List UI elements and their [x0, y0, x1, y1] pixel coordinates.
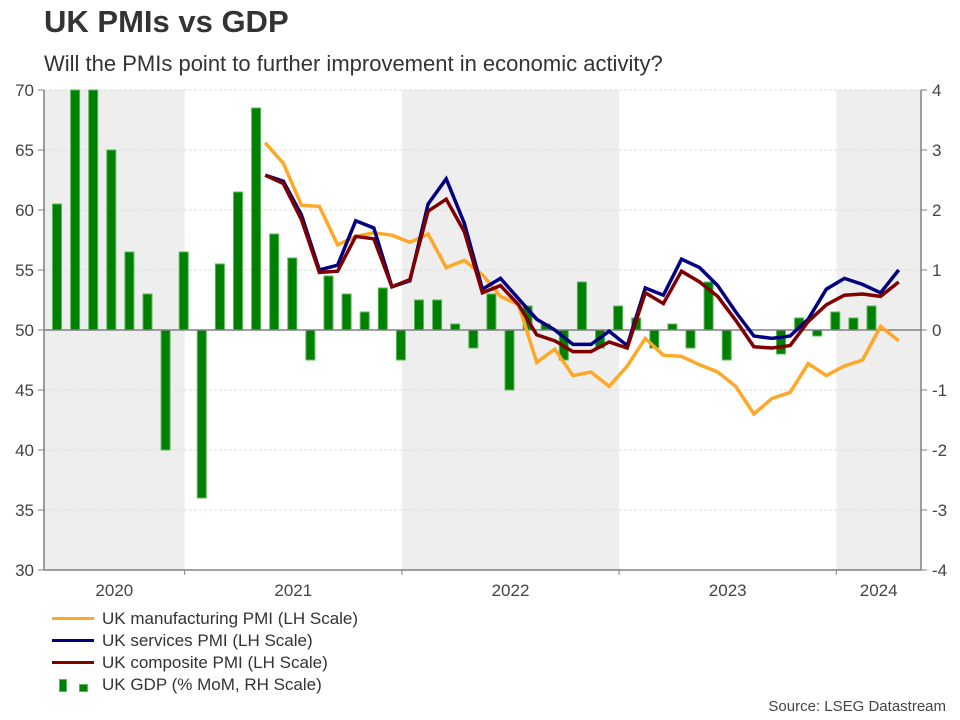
right-tick-label: 1 — [932, 261, 941, 280]
gdp-bar — [504, 329, 515, 391]
right-tick-label: -2 — [932, 441, 947, 460]
gdp-bar — [52, 203, 62, 331]
chart-title: UK PMIs vs GDP — [44, 4, 289, 39]
left-tick-label: 55 — [15, 261, 34, 280]
services-line — [264, 173, 901, 349]
gdp-bar — [667, 323, 678, 331]
legend-label: UK GDP (% MoM, RH Scale) — [102, 675, 322, 694]
gdp-bar — [576, 281, 587, 331]
left-tick-label: 35 — [15, 501, 34, 520]
legend-line-icon — [52, 630, 94, 652]
gdp-bar — [866, 305, 877, 331]
gdp-bar — [377, 287, 388, 331]
legend-line-icon — [52, 652, 94, 674]
gdp-bar — [287, 257, 298, 331]
gdp-bar — [776, 329, 786, 355]
x-tick-label: 2024 — [860, 581, 898, 600]
gdp-bar — [142, 293, 153, 331]
pmi-lines — [263, 141, 901, 417]
gdp-bar — [124, 251, 135, 331]
gdp-bar — [178, 251, 189, 331]
axes: 30 35 40 45 50 55 60 65 70 -4 -3 -2 -1 0 1 2 3 4 2020 2021 2… — [15, 81, 947, 600]
left-tick-label: 70 — [15, 81, 34, 100]
gdp-bar — [685, 329, 696, 349]
gdp-bar — [395, 329, 406, 361]
gdp-bar — [848, 317, 859, 331]
legend-label: UK composite PMI (LH Scale) — [102, 653, 328, 672]
gdp-bar — [486, 293, 497, 331]
x-tick-label: 2021 — [274, 581, 312, 600]
legend-line-icon — [52, 608, 94, 630]
gdp-bar — [812, 329, 823, 337]
source-note: Source: LSEG Datastream — [768, 698, 946, 715]
gdp-bar — [106, 149, 117, 331]
left-tick-label: 30 — [15, 561, 34, 580]
chart-subtitle: Will the PMIs point to further improveme… — [44, 51, 663, 76]
x-tick-label: 2020 — [95, 581, 133, 600]
left-tick-label: 50 — [15, 321, 34, 340]
gdp-bar — [450, 323, 461, 331]
legend: UK manufacturing PMI (LH Scale) UK servi… — [52, 608, 358, 696]
right-tick-label: 4 — [932, 81, 941, 100]
legend-bar-icon — [52, 674, 94, 696]
gdp-bar — [341, 293, 352, 331]
legend-label: UK manufacturing PMI (LH Scale) — [102, 609, 359, 628]
gdp-bar — [88, 89, 99, 331]
x-tick-label: 2022 — [492, 581, 530, 600]
gdp-bar — [830, 311, 841, 331]
left-tick-label: 65 — [15, 141, 34, 160]
gdp-bar — [196, 329, 207, 499]
gdp-bar — [305, 329, 316, 361]
gdp-bar — [70, 89, 81, 331]
legend-item-manufacturing[interactable]: UK manufacturing PMI (LH Scale) — [52, 608, 358, 630]
left-tick-label: 40 — [15, 441, 34, 460]
left-tick-label: 60 — [15, 201, 34, 220]
gdp-bar — [613, 305, 624, 331]
gdp-bar — [233, 191, 243, 331]
gdp-bar — [323, 275, 334, 331]
right-tick-label: -4 — [932, 561, 947, 580]
right-tick-label: -3 — [932, 501, 947, 520]
legend-item-gdp[interactable]: UK GDP (% MoM, RH Scale) — [52, 674, 358, 696]
gdp-bar — [160, 329, 171, 451]
legend-item-services[interactable]: UK services PMI (LH Scale) — [52, 630, 358, 652]
gdp-bar — [721, 329, 732, 361]
left-tick-label: 45 — [15, 381, 34, 400]
gdp-bar — [468, 329, 479, 349]
right-tick-label: 0 — [932, 321, 941, 340]
gdp-bar — [214, 263, 225, 331]
right-tick-label: 2 — [932, 201, 941, 220]
gdp-bar — [269, 233, 280, 331]
manufacturing-line — [263, 141, 900, 417]
legend-label: UK services PMI (LH Scale) — [102, 631, 313, 650]
gdp-bar — [359, 311, 370, 331]
gdp-bars — [52, 89, 877, 499]
gdp-bar — [251, 107, 262, 331]
x-tick-label: 2023 — [709, 581, 747, 600]
gdp-bar — [414, 299, 424, 331]
right-tick-label: 3 — [932, 141, 941, 160]
legend-item-composite[interactable]: UK composite PMI (LH Scale) — [52, 652, 358, 674]
composite-line — [264, 173, 900, 354]
right-tick-label: -1 — [932, 381, 947, 400]
gdp-bar — [432, 299, 443, 331]
